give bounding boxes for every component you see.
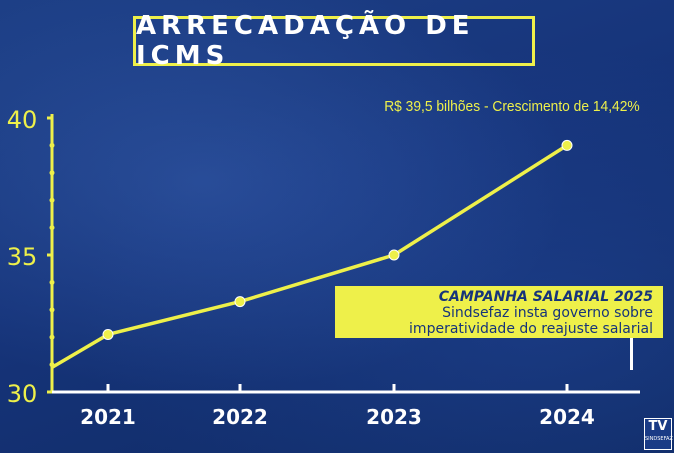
- y-tick-label: 30: [7, 380, 38, 408]
- data-point-2024: [561, 139, 573, 151]
- y-minor-tick: [49, 307, 55, 313]
- chart-annotation: R$ 39,5 bilhões - Crescimento de 14,42%: [384, 98, 640, 115]
- news-divider: [630, 338, 633, 370]
- y-minor-tick: [49, 197, 55, 203]
- news-banner[interactable]: CAMPANHA SALARIAL 2025 Sindsefaz insta g…: [335, 286, 663, 338]
- y-minor-tick: [49, 170, 55, 176]
- news-kicker: CAMPANHA SALARIAL 2025: [438, 289, 653, 305]
- y-minor-tick: [49, 225, 55, 231]
- x-tick-label: 2024: [539, 405, 595, 429]
- data-point-2023: [388, 249, 400, 261]
- y-minor-tick: [49, 142, 55, 148]
- chart-points: [102, 139, 573, 340]
- channel-logo: TV SINDSEFAZ: [644, 418, 673, 450]
- y-tick-label: 35: [7, 243, 38, 271]
- page-title: ARRECADAÇÃO DE ICMS: [136, 11, 475, 71]
- data-point-2022: [234, 296, 246, 308]
- news-headline-line-1: Sindsefaz insta governo sobre: [442, 305, 653, 321]
- x-tick-label: 2021: [80, 405, 136, 429]
- data-point-2021: [102, 328, 114, 340]
- y-minor-tick: [49, 279, 55, 285]
- x-tick-label: 2022: [212, 405, 268, 429]
- chart-ticks: 30 35 40 2021 2022 2023 2024: [7, 106, 595, 429]
- y-minor-tick: [49, 334, 55, 340]
- x-tick-label: 2023: [366, 405, 422, 429]
- y-tick-label: 40: [7, 106, 38, 134]
- news-headline-line-2: imperatividade do reajuste salarial: [409, 321, 653, 337]
- logo-mark: TV: [648, 419, 668, 434]
- logo-subtext: SINDSEFAZ: [645, 436, 673, 442]
- title-box: ARRECADAÇÃO DE ICMS: [133, 11, 535, 71]
